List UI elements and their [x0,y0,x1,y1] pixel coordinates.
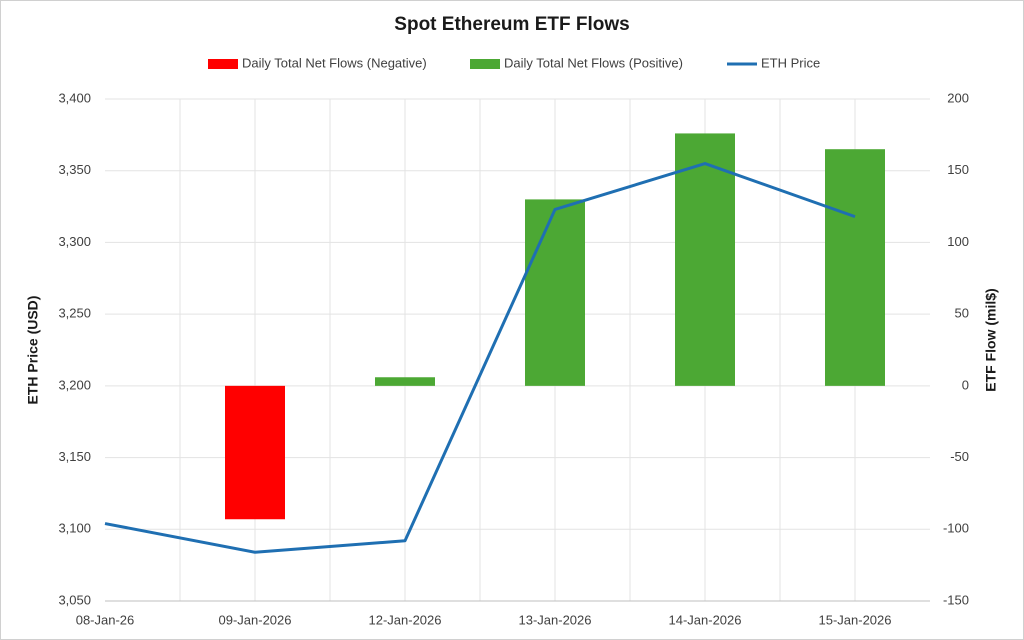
y-tick-label: 3,350 [58,162,91,177]
y2-tick-label: -50 [950,449,969,464]
bar [675,133,735,386]
bar [825,149,885,386]
legend-label: Daily Total Net Flows (Positive) [504,55,683,70]
y2-tick-label: 100 [947,234,969,249]
y2-tick-label: 50 [955,306,969,321]
y-tick-label: 3,250 [58,306,91,321]
legend-swatch [208,59,238,69]
x-tick-label: 13-Jan-2026 [519,612,592,627]
x-tick-label: 08-Jan-26 [76,612,135,627]
y-tick-label: 3,400 [58,90,91,105]
y-tick-label: 3,200 [58,377,91,392]
y-axis-title: ETH Price (USD) [25,296,41,405]
x-tick-label: 14-Jan-2026 [669,612,742,627]
y2-tick-label: 0 [962,377,969,392]
legend-label: Daily Total Net Flows (Negative) [242,55,427,70]
y2-tick-label: -100 [943,521,969,536]
chart-title: Spot Ethereum ETF Flows [394,14,629,35]
y2-tick-label: 150 [947,162,969,177]
y-tick-label: 3,300 [58,234,91,249]
y-tick-label: 3,150 [58,449,91,464]
x-tick-label: 15-Jan-2026 [819,612,892,627]
x-tick-label: 09-Jan-2026 [219,612,292,627]
bar [375,377,435,386]
y2-tick-label: -150 [943,592,969,607]
y-tick-label: 3,050 [58,592,91,607]
bar [525,199,585,386]
x-tick-label: 12-Jan-2026 [369,612,442,627]
legend-label: ETH Price [761,55,820,70]
line [104,162,856,554]
y-tick-label: 3,100 [58,521,91,536]
y2-tick-label: 200 [947,90,969,105]
y2-axis-title: ETF Flow (mil$) [983,288,999,391]
legend-swatch [470,59,500,69]
bar [225,385,285,520]
